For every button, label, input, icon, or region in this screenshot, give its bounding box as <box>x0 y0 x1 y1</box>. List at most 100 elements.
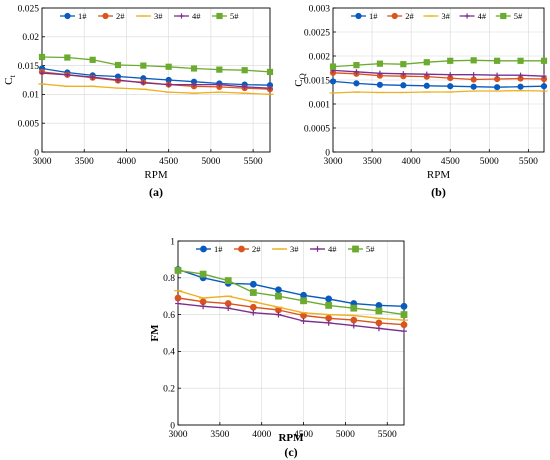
legend-label: 1# <box>78 11 87 21</box>
legend-marker <box>178 13 185 19</box>
series-line-2 <box>177 297 405 326</box>
legend-label: 1# <box>214 244 223 254</box>
data-point-5 <box>329 63 337 70</box>
data-point-1 <box>249 280 257 288</box>
legend-marker <box>64 12 71 20</box>
series-line-5 <box>177 269 405 316</box>
legend-item-1: 1# <box>196 244 223 254</box>
data-point-2 <box>470 76 477 83</box>
y-tick-label: 0.02 <box>22 33 39 43</box>
series-line-2 <box>332 72 545 81</box>
data-point-4 <box>350 322 357 329</box>
series-line-4 <box>332 69 545 77</box>
legend-item-5: 5# <box>495 11 523 21</box>
y-tick-label: 1 <box>170 237 175 247</box>
data-point-3 <box>329 92 337 94</box>
legend-label: 5# <box>230 11 239 21</box>
x-tick-label: 3500 <box>75 157 94 167</box>
panel-label: (c) <box>284 445 297 459</box>
data-point-3 <box>446 91 454 93</box>
legend-label: 4# <box>192 11 201 21</box>
series-line-5 <box>332 59 544 68</box>
y-tick-label: 0.025 <box>18 4 40 14</box>
y-tick-label: 0.003 <box>309 4 331 14</box>
series-line-1 <box>41 67 271 86</box>
x-axis-label: RPM <box>278 432 304 444</box>
data-point-4 <box>401 328 407 335</box>
legend-marker <box>200 245 207 253</box>
data-point-5 <box>540 57 548 64</box>
data-point-1 <box>325 295 333 303</box>
data-point-4 <box>191 82 197 88</box>
data-point-4 <box>200 303 207 310</box>
x-tick-label: 3500 <box>363 157 382 167</box>
data-point-3 <box>241 92 249 94</box>
legend-item-1: 1# <box>351 11 378 21</box>
data-point-4 <box>90 74 96 80</box>
legend-label: 3# <box>290 244 299 254</box>
data-point-2 <box>375 319 383 327</box>
legend-marker <box>139 15 148 17</box>
data-point-4 <box>375 325 382 332</box>
data-point-1 <box>376 81 383 88</box>
data-point-3 <box>374 317 383 319</box>
data-point-3 <box>224 295 233 297</box>
legend-marker <box>500 12 507 20</box>
y-axis-label: FM <box>149 324 161 342</box>
data-point-5 <box>400 311 408 319</box>
data-point-3 <box>199 297 208 299</box>
data-point-1 <box>517 83 524 90</box>
data-point-1 <box>353 80 360 87</box>
x-axis-label: RPM <box>144 169 167 181</box>
data-point-1 <box>447 83 454 90</box>
data-point-3 <box>540 90 548 92</box>
series-4 <box>175 300 407 335</box>
data-point-4 <box>494 72 500 78</box>
series-3 <box>173 290 409 321</box>
x-tick-label: 3500 <box>210 430 229 440</box>
legend-marker <box>427 15 435 17</box>
data-point-5 <box>38 53 46 61</box>
legend-item-2: 2# <box>387 11 414 21</box>
data-point-4 <box>275 311 282 318</box>
legend-label: 3# <box>154 11 163 21</box>
y-tick-label: 0.015 <box>18 62 40 72</box>
x-tick-label: 5500 <box>244 157 263 167</box>
data-point-4 <box>325 319 332 326</box>
data-point-3 <box>493 90 501 92</box>
y-tick-label: 0 <box>325 148 330 158</box>
data-point-2 <box>350 316 358 324</box>
data-point-3 <box>89 85 97 87</box>
legend-marker <box>275 248 284 250</box>
data-point-1 <box>423 82 430 89</box>
legend-item-5: 5# <box>348 244 375 254</box>
data-point-5 <box>114 61 122 69</box>
data-point-4 <box>175 300 181 307</box>
data-point-3 <box>516 89 525 92</box>
series-line-4 <box>41 72 271 89</box>
plot-frame <box>177 240 405 426</box>
x-tick-label: 4500 <box>159 157 178 167</box>
data-point-5 <box>350 304 358 312</box>
series-2 <box>174 294 408 329</box>
legend-marker <box>102 12 109 20</box>
series-3 <box>329 89 548 94</box>
y-tick-label: 0.0005 <box>304 124 330 134</box>
data-point-4 <box>216 82 222 88</box>
data-point-4 <box>541 73 547 79</box>
x-tick-label: 5500 <box>519 157 538 167</box>
data-point-4 <box>115 77 121 83</box>
data-point-3 <box>274 306 283 308</box>
data-point-3 <box>114 87 122 89</box>
legend-item-3: 3# <box>423 11 451 21</box>
x-tick-label: 5000 <box>336 430 355 440</box>
plot-frame <box>41 7 271 153</box>
legend-marker <box>391 12 398 20</box>
data-point-5 <box>89 56 96 63</box>
data-point-4 <box>447 72 453 78</box>
data-point-1 <box>400 302 408 310</box>
series-5 <box>38 53 274 76</box>
data-point-5 <box>353 62 360 69</box>
series-4 <box>39 70 273 91</box>
data-point-4 <box>353 69 360 75</box>
